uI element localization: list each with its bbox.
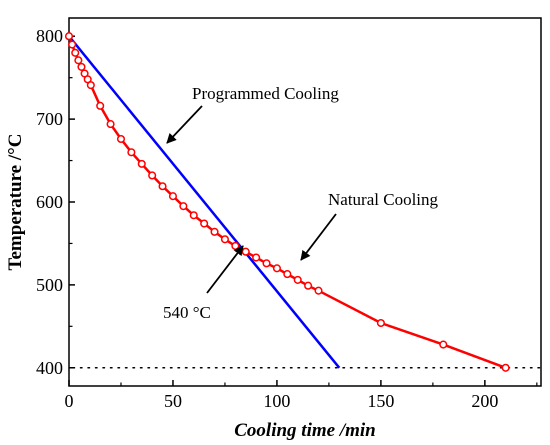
x-tick-label: 200 bbox=[471, 391, 498, 411]
annotation-programmed-cooling-arrow bbox=[166, 105, 203, 144]
natural-cooling-point bbox=[376, 318, 385, 328]
annotation-540-label: 540 °C bbox=[163, 303, 211, 322]
natural-cooling-point bbox=[71, 48, 80, 57]
x-tick-label: 0 bbox=[65, 391, 74, 411]
y-axis-title-text: Temperature /°C bbox=[5, 134, 26, 271]
natural-cooling-point bbox=[116, 134, 126, 144]
natural-cooling-point bbox=[148, 171, 157, 180]
y-tick-label: 800 bbox=[36, 26, 63, 46]
natural-cooling-point bbox=[64, 32, 74, 41]
x-axis-title: Cooling time /min bbox=[234, 420, 375, 441]
natural-cooling-point bbox=[86, 81, 95, 90]
natural-cooling-point bbox=[231, 241, 240, 250]
natural-cooling-point bbox=[127, 148, 136, 157]
natural-cooling-point bbox=[304, 281, 313, 290]
programmed-cooling-line bbox=[68, 35, 341, 369]
y-tick-label: 700 bbox=[36, 109, 63, 129]
natural-cooling-point bbox=[220, 235, 229, 244]
natural-cooling-point bbox=[293, 275, 302, 284]
natural-cooling-point bbox=[179, 202, 188, 211]
natural-cooling-point bbox=[241, 247, 250, 256]
annotation-programmed-cooling: Programmed Cooling bbox=[166, 84, 339, 144]
x-axis-ticks: 0 50 100 150 200 bbox=[65, 380, 538, 411]
plot-frame bbox=[68, 17, 542, 387]
y-tick-label: 400 bbox=[36, 358, 63, 378]
x-tick-label: 150 bbox=[367, 391, 394, 411]
y-axis-ticks: 400 500 600 700 800 bbox=[36, 26, 75, 378]
natural-cooling-markers bbox=[64, 32, 510, 372]
natural-cooling-point bbox=[68, 40, 77, 49]
x-tick-label: 50 bbox=[164, 391, 182, 411]
natural-cooling-point bbox=[106, 120, 115, 129]
natural-cooling-point bbox=[210, 227, 219, 236]
annotation-natural-cooling-label: Natural Cooling bbox=[328, 190, 439, 209]
natural-cooling-point bbox=[283, 270, 292, 279]
x-axis-title-text: Cooling time /min bbox=[234, 420, 375, 441]
natural-cooling-point bbox=[74, 56, 83, 65]
natural-cooling-point bbox=[272, 264, 281, 273]
annotation-natural-cooling-arrow bbox=[300, 213, 337, 261]
y-tick-label: 500 bbox=[36, 275, 63, 295]
natural-cooling-point bbox=[200, 219, 209, 228]
x-tick-label: 100 bbox=[263, 391, 290, 411]
natural-cooling-point bbox=[252, 253, 261, 262]
natural-cooling-point bbox=[137, 159, 146, 168]
natural-cooling-point bbox=[262, 259, 271, 268]
natural-cooling-point bbox=[158, 182, 167, 191]
annotation-programmed-cooling-label: Programmed Cooling bbox=[192, 84, 339, 103]
annotation-natural-cooling: Natural Cooling bbox=[300, 190, 439, 261]
y-axis-title: Temperature /°C bbox=[5, 134, 26, 271]
natural-cooling-point bbox=[501, 363, 510, 372]
y-tick-label: 600 bbox=[36, 192, 63, 212]
natural-cooling-point bbox=[439, 340, 448, 349]
natural-cooling-point bbox=[168, 192, 178, 201]
natural-cooling-point bbox=[314, 286, 323, 295]
natural-cooling-point bbox=[189, 211, 198, 220]
natural-cooling-point bbox=[96, 101, 105, 110]
annotation-540-arrow bbox=[206, 245, 244, 294]
natural-cooling-point bbox=[77, 62, 86, 71]
annotation-540: 540 °C bbox=[163, 245, 244, 322]
